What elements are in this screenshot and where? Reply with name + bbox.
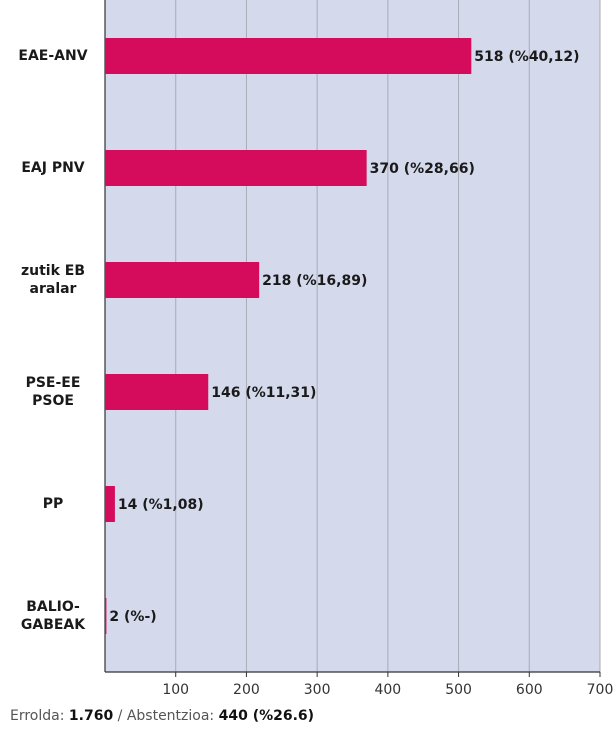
value-label: 14 (%1,08) [118, 497, 204, 513]
footer-value: 440 (%26.6) [218, 708, 315, 724]
bar [105, 150, 367, 186]
bar [105, 38, 472, 74]
category-label: PSE-EE PSOE [25, 375, 81, 409]
category-label: BALIO-GABEAK [20, 599, 86, 633]
x-tick-label: 500 [445, 682, 472, 698]
bar [105, 262, 260, 298]
x-tick-label: 200 [233, 682, 260, 698]
x-tick-label: 400 [374, 682, 401, 698]
value-label: 370 (%28,66) [370, 161, 475, 177]
footer-value: 1.760 [68, 708, 114, 724]
footer: Errolda: 1.760 / Abstentzioa: 440 (%26.6… [10, 708, 314, 724]
x-tick-label: 100 [162, 682, 189, 698]
value-label: 218 (%16,89) [262, 273, 367, 289]
category-label: EAE-ANV [18, 48, 88, 64]
bar [105, 598, 107, 634]
chart: 100 200 300 400 500 600 700 518 (%40,12) 370 (%2… [104, 0, 614, 698]
category-label: zutik EB aralar [20, 263, 86, 297]
plot-background [105, 0, 600, 672]
x-tick-label: 600 [516, 682, 543, 698]
x-tick-label: 700 [587, 682, 614, 698]
bar [105, 486, 115, 522]
value-label: 518 (%40,12) [474, 49, 579, 65]
footer-label: / Abstentzioa: [117, 708, 215, 724]
x-tick-label: 300 [304, 682, 331, 698]
value-label: 146 (%11,31) [211, 385, 316, 401]
bar [105, 374, 209, 410]
footer-label: Errolda: [10, 708, 65, 724]
value-label: 2 (%-) [109, 609, 156, 625]
category-label: EAJ PNV [21, 160, 85, 176]
category-label: PP [42, 496, 64, 512]
